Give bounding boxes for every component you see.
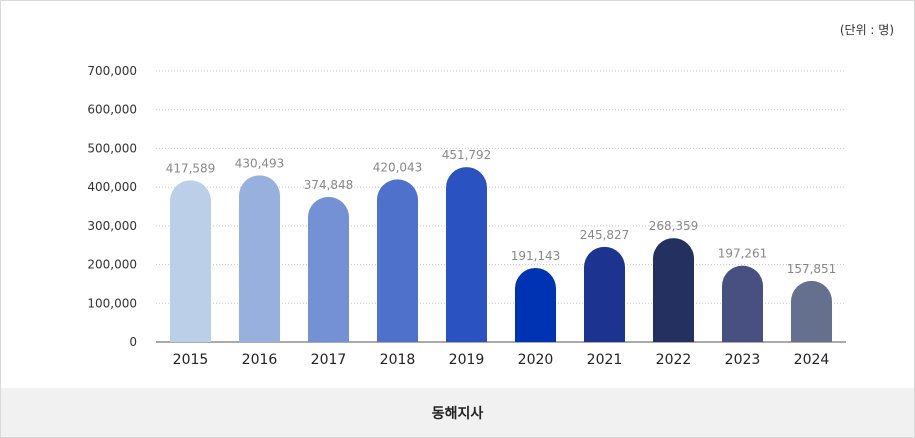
y-tick-label: 0 [129,335,137,349]
y-tick-label: 100,000 [87,296,137,310]
y-tick-label: 400,000 [87,180,137,194]
unit-label: (단위 : 명) [839,23,894,37]
x-tick-label: 2017 [311,352,347,368]
x-tick-label: 2023 [725,352,761,368]
data-label: 374,848 [304,178,354,192]
data-label: 197,261 [718,247,768,261]
bar-2017 [308,196,349,342]
bar-2022 [653,238,694,342]
bar-2015 [170,180,211,342]
x-tick-label: 2019 [449,352,485,368]
x-tick-label: 2015 [173,352,209,368]
y-tick-label: 500,000 [87,141,137,155]
bar-2024 [791,280,832,342]
bar-2016 [239,175,280,342]
data-label: 245,827 [580,228,630,242]
x-tick-label: 2024 [794,352,830,368]
bar-2018 [377,179,418,342]
data-label: 157,851 [787,262,837,276]
bar-2020 [515,268,556,342]
data-label: 191,143 [511,249,561,263]
data-label: 420,043 [373,160,423,174]
y-tick-label: 700,000 [87,64,137,78]
x-tick-label: 2020 [518,352,554,368]
y-tick-label: 600,000 [87,103,137,117]
bar-2019 [446,167,487,342]
footer-bar: 동해지사 [1,388,914,437]
x-tick-label: 2016 [242,352,278,368]
x-tick-label: 2018 [380,352,416,368]
x-tick-label: 2022 [656,352,692,368]
bar-chart: 0 100,000 200,000 300,000 400,000 500,000 600,… [87,64,846,368]
x-tick-label: 2021 [587,352,623,368]
y-tick-label: 200,000 [87,258,137,272]
data-label: 451,792 [442,148,492,162]
bar-2021 [584,246,625,342]
footer-label: 동해지사 [431,405,484,422]
bar-2023 [722,265,763,342]
data-label: 417,589 [166,161,216,175]
y-tick-label: 300,000 [87,219,137,233]
data-label: 268,359 [649,219,699,233]
data-label: 430,493 [235,156,285,170]
